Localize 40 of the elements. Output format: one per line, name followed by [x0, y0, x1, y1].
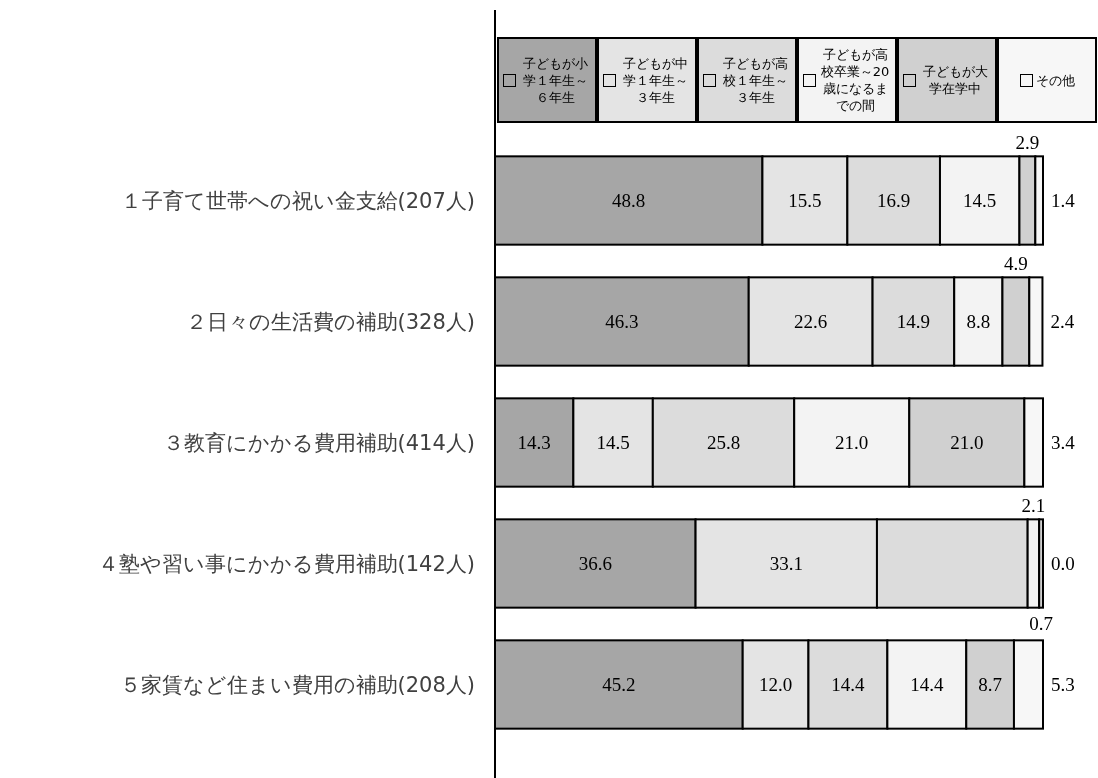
data-label: 14.9	[896, 311, 931, 332]
data-label: 46.3	[605, 311, 639, 332]
y-tick-label: ５家賃など住まい費用の補助(208人)	[119, 672, 475, 697]
data-label: 21.0	[950, 432, 984, 453]
data-label: 14.4	[910, 674, 944, 695]
data-label: 36.6	[578, 553, 612, 574]
data-label: 16.9	[877, 190, 911, 211]
data-label: 8.8	[966, 311, 991, 332]
legend-label: その他	[1035, 71, 1075, 89]
data-label: 48.8	[612, 190, 646, 211]
data-label: 12.0	[758, 674, 793, 695]
data-label: 8.7	[978, 674, 1002, 695]
data-label: 0.7	[1029, 613, 1053, 635]
data-label: 14.4	[831, 674, 866, 695]
data-label: 14.5	[963, 190, 997, 211]
data-label: 0.0	[1051, 553, 1075, 574]
y-tick-label: ４塾や習い事にかかる費用補助(142人)	[97, 551, 475, 576]
y-tick-label: １子育て世帯への祝い金支給(207人)	[120, 188, 475, 213]
y-tick-label: ２日々の生活費の補助(328人)	[185, 309, 475, 334]
data-label: 14.3	[517, 432, 551, 453]
data-label: 25.8	[706, 432, 741, 453]
data-label: 33.1	[769, 553, 803, 574]
legend-label: 子どもが大学在学中	[921, 63, 989, 97]
data-label: 2.1	[1021, 494, 1046, 516]
data-label: 2.9	[1015, 131, 1040, 153]
data-label: 4.9	[1004, 252, 1028, 274]
y-tick-label: ３教育にかかる費用補助(414人)	[162, 430, 475, 455]
data-label: 45.2	[602, 674, 636, 695]
data-label: 15.5	[788, 190, 822, 211]
legend-label: 子どもが中学１年生～３年生	[621, 54, 689, 106]
data-label: 22.6	[794, 311, 828, 332]
data-label: 21.0	[835, 432, 869, 453]
data-label: 3.4	[1051, 432, 1076, 453]
data-label: 14.5	[596, 432, 630, 453]
legend-label: 子どもが高校卒業～20歳になるまでの間	[819, 46, 891, 114]
data-label: 2.4	[1050, 311, 1075, 332]
legend-label: 子どもが小学１年生～６年生	[521, 54, 589, 106]
data-label: 1.4	[1051, 190, 1076, 211]
data-label: 5.3	[1051, 674, 1075, 695]
legend-label: 子どもが高校１年生～３年生	[721, 54, 789, 106]
